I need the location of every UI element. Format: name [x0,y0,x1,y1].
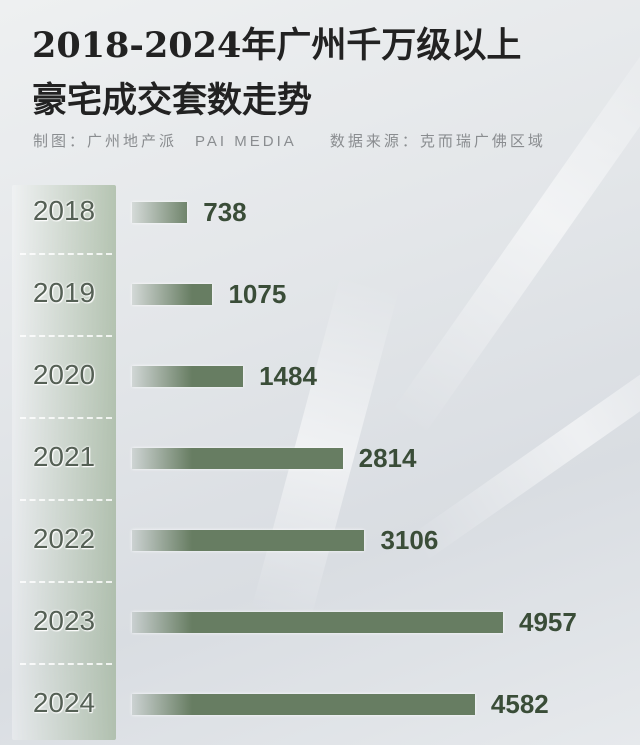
value-label: 2814 [358,443,417,473]
credit-source: 数据来源：克而瑞广佛区域 [329,133,546,150]
year-label: 2024 [32,687,96,718]
row-separator [20,335,112,337]
credit-author: 制图：广州地产派 PAI MEDIA [33,133,297,150]
value-label: 3106 [380,525,439,555]
row-separator [20,663,112,665]
bar-2024 [132,694,475,715]
row-separator [20,417,112,419]
value-label: 1075 [228,279,287,309]
year-label: 2019 [32,277,96,308]
year-label: 2020 [32,359,96,390]
row-separator [20,253,112,255]
value-label: 4957 [519,607,577,637]
bar-2019 [132,284,213,305]
row-separator [20,499,112,501]
chart-title: 2018-2024年广州千万级以上 豪宅成交套数走势 [32,18,521,128]
title-line-2: 豪宅成交套数走势 [32,80,313,121]
row-separator [20,581,112,583]
value-label: 738 [203,197,247,227]
title-line-1: 2018-2024年广州千万级以上 [32,25,522,66]
bar-2022 [132,530,365,551]
year-label: 2018 [32,195,96,226]
value-label: 1484 [259,361,317,391]
bar-2021 [132,448,343,469]
bar-2023 [132,612,503,633]
year-label: 2023 [32,605,96,636]
value-label: 4582 [490,689,549,719]
credits: 制图：广州地产派 PAI MEDIA 数据来源：克而瑞广佛区域 [33,130,572,151]
year-label: 2022 [32,523,96,554]
year-label: 2021 [32,441,96,472]
bar-2020 [132,366,244,387]
bar-2018 [132,202,188,223]
year-column [12,185,116,740]
